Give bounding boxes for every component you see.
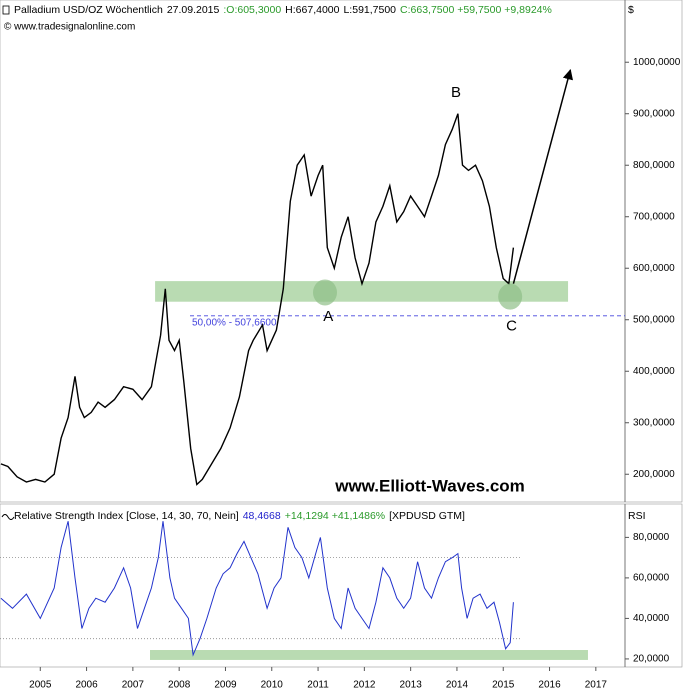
x-tick-label: 2007 — [122, 680, 145, 691]
x-tick-label: 2015 — [492, 680, 515, 691]
y-tick-label: 200,0000 — [633, 469, 675, 480]
support-zone — [155, 281, 569, 302]
unit-label: $ — [628, 4, 634, 16]
panel-title: Relative Strength Index [Close, 14, 30, … — [14, 510, 465, 522]
watermark: www.Elliott-Waves.com — [334, 476, 525, 495]
y-tick-label: 60,0000 — [633, 573, 670, 584]
y-tick-label: 900,0000 — [633, 108, 675, 119]
title-part: Palladium USD/OZ Wöchentlich — [14, 4, 163, 16]
y-tick-label: 600,0000 — [633, 263, 675, 274]
x-tick-label: 2008 — [168, 680, 191, 691]
panel-frame — [0, 0, 683, 503]
wave-label: C — [506, 317, 517, 334]
panel-frame — [0, 503, 683, 668]
series-line — [0, 113, 515, 486]
fib-level-label: 50,00% - 507,6600 — [192, 317, 277, 328]
title-part: [XPDUSD GTM] — [389, 510, 465, 522]
y-tick-label: 20,0000 — [633, 654, 670, 665]
x-tick-label: 2010 — [261, 680, 284, 691]
y-tick-label: 40,0000 — [633, 613, 670, 624]
support-zone — [150, 650, 588, 660]
x-tick-label: 2017 — [585, 680, 608, 691]
title-part: C:663,7500 +59,7500 +9,8924% — [400, 4, 552, 16]
title-part: :O:605,3000 — [223, 4, 281, 16]
y-tick-label: 80,0000 — [633, 532, 670, 543]
x-tick-label: 2011 — [307, 680, 329, 691]
y-tick-label: 400,0000 — [633, 366, 675, 377]
x-tick-label: 2012 — [353, 680, 376, 691]
wave-label: B — [451, 84, 461, 101]
title-part: L:591,7500 — [343, 4, 396, 16]
series-line — [0, 521, 514, 657]
x-tick-label: 2014 — [446, 680, 469, 691]
title-part: H:667,4000 — [285, 4, 339, 16]
y-tick-label: 800,0000 — [633, 160, 675, 171]
title-part: 48,4668 — [243, 510, 281, 522]
y-tick-label: 700,0000 — [633, 211, 675, 222]
title-part: 27.09.2015 — [167, 4, 220, 16]
unit-label: RSI — [628, 510, 646, 522]
highlight-circle — [498, 283, 523, 310]
y-tick-label: 300,0000 — [633, 417, 675, 428]
panel-title: Palladium USD/OZ Wöchentlich 27.09.2015:O… — [14, 4, 552, 16]
icon — [1, 514, 15, 520]
x-tick-label: 2006 — [75, 680, 98, 691]
title-part: Relative Strength Index [Close, 14, 30, … — [14, 510, 239, 522]
y-tick-label: 1000,0000 — [633, 57, 681, 68]
title-part: +14,1294 +41,1486% — [285, 510, 385, 522]
x-tick-label: 2005 — [29, 680, 52, 691]
y-tick-label: 500,0000 — [633, 314, 675, 325]
wave-label: A — [323, 308, 333, 325]
highlight-circle — [313, 279, 337, 306]
projection-arrow — [512, 68, 574, 284]
x-tick-label: 2016 — [538, 680, 561, 691]
icon — [2, 5, 10, 15]
x-tick-label: 2013 — [400, 680, 423, 691]
copyright: © www.tradesignalonline.com — [4, 22, 135, 33]
x-tick-label: 2009 — [214, 680, 237, 691]
